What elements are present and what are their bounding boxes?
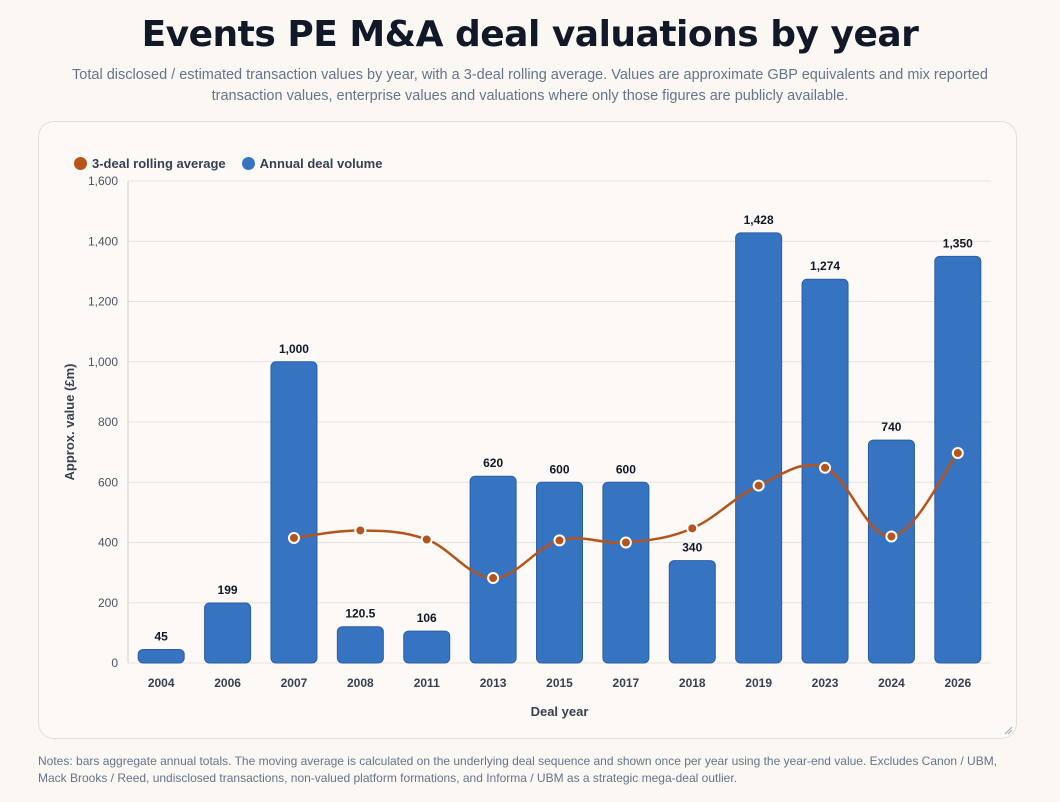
rolling-average-point xyxy=(819,461,832,474)
bar xyxy=(735,232,783,664)
bar-data-label: 600 xyxy=(549,462,569,476)
bar xyxy=(469,475,517,664)
y-tick-label: 600 xyxy=(98,475,118,489)
bar xyxy=(602,481,650,664)
x-tick-label: 2017 xyxy=(613,676,640,690)
x-tick-label: 2007 xyxy=(281,676,308,690)
bar-data-label: 620 xyxy=(483,456,503,470)
legend-swatch-bar xyxy=(241,157,255,170)
bar xyxy=(204,602,252,664)
x-tick-label: 2011 xyxy=(414,676,440,690)
bar-data-label: 740 xyxy=(881,420,901,434)
rolling-average-point xyxy=(354,524,367,537)
bar-data-label: 1,350 xyxy=(943,236,973,250)
bar xyxy=(536,481,583,664)
resize-handle-icon[interactable] xyxy=(1003,725,1013,735)
x-tick-label: 2006 xyxy=(214,676,241,690)
chart-notes: Notes: bars aggregate annual totals. The… xyxy=(38,754,998,785)
y-tick-label: 1,600 xyxy=(88,174,118,188)
legend-label-annual-volume: Annual deal volume xyxy=(259,156,383,171)
x-tick-label: 2023 xyxy=(812,676,839,690)
bar-data-label: 600 xyxy=(616,462,636,476)
rolling-average-point xyxy=(951,447,964,460)
bar-data-label: 120.5 xyxy=(345,607,375,621)
bar-data-label: 340 xyxy=(682,541,702,555)
bar-data-label: 1,274 xyxy=(810,259,840,273)
bar-data-label: 199 xyxy=(218,583,238,597)
rolling-average-point xyxy=(885,530,898,543)
x-tick-label: 2019 xyxy=(745,676,772,690)
legend-label-rolling-average: 3-deal rolling average xyxy=(92,156,226,171)
bar xyxy=(668,560,716,664)
x-axis-title: Deal year xyxy=(531,704,589,719)
rolling-average-point xyxy=(487,572,500,585)
chart-card xyxy=(38,121,1017,739)
bar-data-label: 45 xyxy=(155,629,169,643)
bar xyxy=(137,648,185,664)
rolling-average-point xyxy=(619,536,632,549)
chart-title: Events PE M&A deal valuations by year xyxy=(141,14,919,55)
y-tick-label: 1,400 xyxy=(88,234,118,248)
bar-data-label: 1,000 xyxy=(279,342,309,356)
x-tick-label: 2008 xyxy=(347,676,374,690)
bar-data-label: 1,428 xyxy=(744,213,774,227)
chart-legend: 3-deal rolling average Annual deal volum… xyxy=(74,156,382,171)
x-tick-label: 2015 xyxy=(546,676,573,690)
x-tick-label: 2004 xyxy=(148,676,175,690)
legend-swatch-line xyxy=(74,157,87,170)
y-tick-label: 200 xyxy=(98,596,118,610)
legend-item-rolling-average[interactable]: 3-deal rolling average xyxy=(74,156,226,171)
y-tick-label: 400 xyxy=(98,536,118,550)
bar-data-label: 106 xyxy=(417,611,437,625)
rolling-average-point xyxy=(287,531,300,544)
chart-subtitle: Total disclosed / estimated transaction … xyxy=(72,67,988,104)
rolling-average-point xyxy=(420,533,433,546)
bar xyxy=(403,630,451,664)
x-tick-label: 2018 xyxy=(679,676,706,690)
rolling-average-point xyxy=(752,479,765,492)
y-tick-label: 1,000 xyxy=(88,355,118,369)
rolling-average-point xyxy=(553,534,566,547)
bar xyxy=(336,626,384,664)
x-tick-label: 2026 xyxy=(944,676,971,690)
y-tick-label: 0 xyxy=(111,656,118,670)
y-axis-title: Approx. value (£m) xyxy=(62,363,77,480)
y-tick-label: 800 xyxy=(98,415,118,429)
y-tick-label: 1,200 xyxy=(88,295,118,309)
bar xyxy=(867,439,915,664)
x-tick-label: 2013 xyxy=(480,676,507,690)
bar xyxy=(934,255,982,664)
rolling-average-point xyxy=(686,522,699,535)
bar xyxy=(270,361,318,664)
legend-item-annual-volume[interactable]: Annual deal volume xyxy=(241,156,383,171)
x-tick-label: 2024 xyxy=(878,676,905,690)
